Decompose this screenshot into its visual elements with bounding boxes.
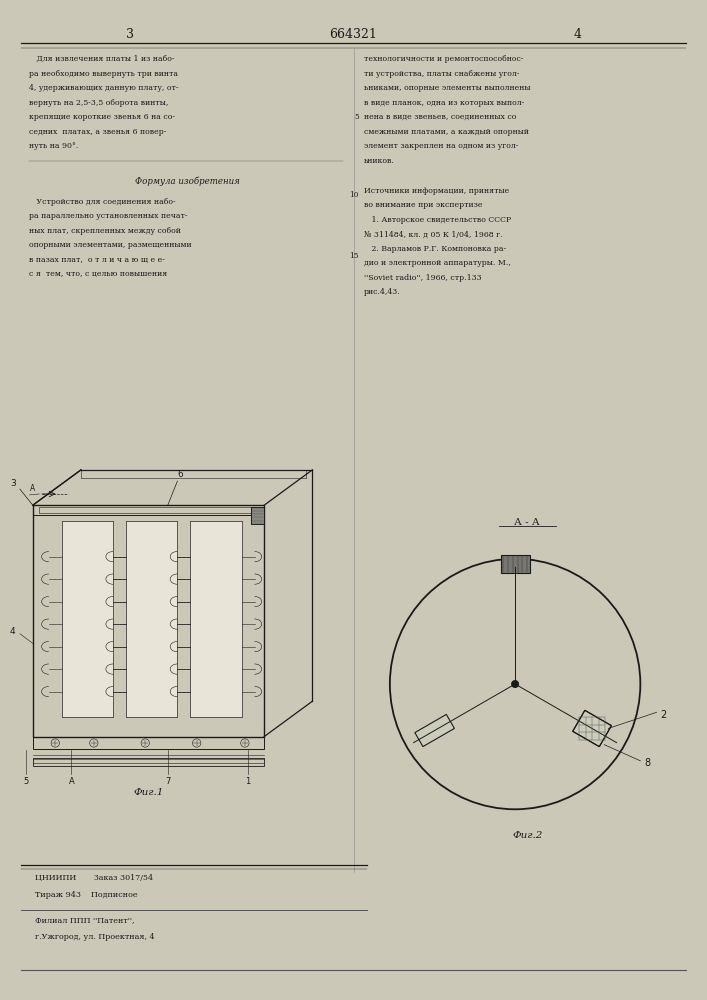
Text: 10: 10: [349, 191, 359, 199]
Text: дио и электронной аппаратуры. М.,: дио и электронной аппаратуры. М.,: [363, 259, 510, 267]
Text: 7: 7: [165, 777, 170, 786]
Text: 3: 3: [126, 28, 134, 41]
Text: 4: 4: [573, 28, 581, 41]
Text: 6: 6: [177, 470, 184, 479]
Circle shape: [511, 680, 519, 688]
Bar: [33, 505, 264, 515]
Text: 1: 1: [245, 777, 251, 786]
Text: ти устройства, платы снабжены угол-: ти устройства, платы снабжены угол-: [363, 70, 519, 78]
Text: ных плат, скрепленных между собой: ных плат, скрепленных между собой: [29, 227, 181, 235]
Bar: [126, 521, 177, 717]
Text: крепящие короткие звенья 6 на со-: крепящие короткие звенья 6 на со-: [29, 113, 175, 121]
Text: с я  тем, что, с целью повышения: с я тем, что, с целью повышения: [29, 270, 168, 278]
Text: вернуть на 2,5-3,5 оборота винты,: вернуть на 2,5-3,5 оборота винты,: [29, 99, 168, 107]
Text: 5: 5: [24, 777, 29, 786]
Text: технологичности и ремонтоспособнос-: технологичности и ремонтоспособнос-: [363, 55, 523, 63]
Text: ЦНИИПИ       Заказ 3017/54: ЦНИИПИ Заказ 3017/54: [35, 874, 153, 882]
Bar: [33, 737, 264, 749]
Text: ьников.: ьников.: [363, 157, 395, 165]
Bar: [126, 521, 177, 717]
Bar: [251, 507, 264, 524]
Text: 5: 5: [354, 113, 359, 121]
Bar: [33, 758, 264, 766]
Text: в виде планок, одна из которых выпол-: в виде планок, одна из которых выпол-: [363, 99, 524, 107]
Text: Для извлечения платы 1 из набо-: Для извлечения платы 1 из набо-: [29, 55, 175, 63]
Text: во внимание при экспертизе: во внимание при экспертизе: [363, 201, 482, 209]
Polygon shape: [501, 555, 530, 573]
Text: ра необходимо вывернуть три винта: ра необходимо вывернуть три винта: [29, 70, 178, 78]
Text: 2: 2: [660, 710, 667, 720]
Bar: [39, 507, 258, 513]
Bar: [33, 505, 264, 737]
Text: Источники информации, принятые: Источники информации, принятые: [363, 187, 509, 195]
Text: Устройство для соединения набо-: Устройство для соединения набо-: [29, 198, 176, 206]
Text: Филиал ППП ''Патент'',: Филиал ППП ''Патент'',: [35, 916, 134, 924]
Text: Тираж 943    Подписное: Тираж 943 Подписное: [35, 891, 137, 899]
Text: 664321: 664321: [329, 28, 378, 41]
Text: седних  платах, а звенья 6 повер-: седних платах, а звенья 6 повер-: [29, 128, 166, 136]
Text: 2. Варламов Р.Г. Компоновка ра-: 2. Варламов Р.Г. Компоновка ра-: [363, 245, 506, 253]
Text: № 311484, кл. д 05 К 1/04, 1968 г.: № 311484, кл. д 05 К 1/04, 1968 г.: [363, 230, 502, 238]
Text: 15: 15: [349, 252, 359, 260]
Text: А - А: А - А: [515, 518, 540, 527]
Polygon shape: [415, 714, 455, 747]
Text: 8: 8: [644, 758, 650, 768]
Text: A: A: [30, 484, 35, 493]
Text: смежными платами, а каждый опорный: смежными платами, а каждый опорный: [363, 128, 529, 136]
Text: рис.4,43.: рис.4,43.: [363, 288, 400, 296]
Text: ьниками, опорные элементы выполнены: ьниками, опорные элементы выполнены: [363, 84, 530, 92]
Text: 4, удерживающих данную плату, от-: 4, удерживающих данную плату, от-: [29, 84, 179, 92]
Text: Формула изобретения: Формула изобретения: [135, 176, 240, 186]
Text: нена в виде звеньев, соединенных со: нена в виде звеньев, соединенных со: [363, 113, 516, 121]
Text: в пазах плат,  о т л и ч а ю щ е е-: в пазах плат, о т л и ч а ю щ е е-: [29, 256, 165, 264]
Text: опорными элементами, размещенными: опорными элементами, размещенными: [29, 241, 192, 249]
Text: Фиг.2: Фиг.2: [512, 831, 542, 840]
Text: нуть на 90°.: нуть на 90°.: [29, 142, 78, 150]
Text: элемент закреплен на одном из угол-: элемент закреплен на одном из угол-: [363, 142, 518, 150]
Text: ра параллельно установленных печат-: ра параллельно установленных печат-: [29, 212, 187, 220]
Bar: [190, 521, 242, 717]
Text: 3: 3: [11, 479, 16, 488]
Bar: [190, 521, 242, 717]
Text: A: A: [69, 777, 74, 786]
Text: ''Soviet radio'', 1966, стр.133: ''Soviet radio'', 1966, стр.133: [363, 274, 481, 282]
Text: Фиг.1: Фиг.1: [134, 788, 163, 797]
Bar: [62, 521, 113, 717]
Bar: [62, 521, 113, 717]
Polygon shape: [573, 710, 612, 747]
Bar: [251, 507, 264, 524]
Text: г.Ужгород, ул. Проектная, 4: г.Ужгород, ул. Проектная, 4: [35, 933, 154, 941]
Text: 4: 4: [9, 627, 15, 636]
Text: 1. Авторское свидетельство СССР: 1. Авторское свидетельство СССР: [363, 216, 510, 224]
